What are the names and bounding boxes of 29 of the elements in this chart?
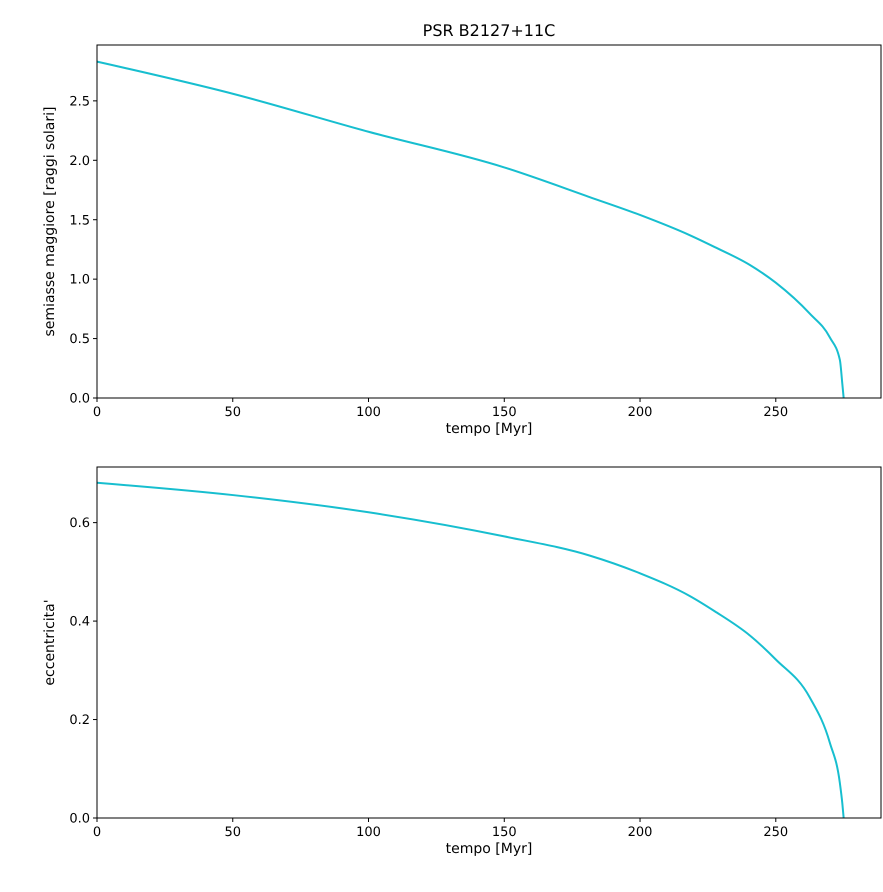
x-tick-label: 100: [356, 405, 381, 420]
x-tick-label: 250: [763, 825, 788, 840]
x-tick-label: 150: [492, 405, 517, 420]
y-tick-label: 2.5: [69, 94, 90, 110]
x-tick-label: 50: [224, 405, 242, 420]
y-axis-title: eccentricita': [42, 599, 58, 686]
x-axis-title: tempo [Myr]: [446, 841, 532, 857]
x-tick-label: 200: [628, 825, 652, 840]
line-series: [96, 482, 845, 819]
x-tick-label: 0: [92, 405, 102, 420]
y-tick-label: 0.6: [69, 516, 90, 532]
x-tick-label: 100: [356, 825, 381, 840]
x-tick-label: 200: [628, 405, 652, 420]
y-tick-label: 0.0: [69, 812, 90, 827]
y-tick-label: 2.0: [69, 154, 90, 169]
line-series: [96, 60, 845, 399]
y-tick-label: 0.0: [69, 392, 90, 407]
y-axis-title: semiasse maggiore [raggi solari]: [42, 106, 58, 336]
x-axis-title: tempo [Myr]: [446, 421, 532, 437]
y-tick-label: 0.4: [69, 614, 90, 630]
y-tick-label: 0.5: [69, 332, 90, 348]
y-tick-label: 1.0: [69, 272, 90, 288]
x-tick-label: 250: [763, 405, 788, 420]
x-tick-label: 50: [224, 825, 242, 840]
x-tick-label: 0: [92, 825, 102, 840]
x-tick-label: 150: [492, 825, 517, 840]
chart-title: PSR B2127+11C: [422, 21, 556, 40]
y-tick-label: 1.5: [69, 213, 90, 228]
y-tick-label: 0.2: [69, 713, 90, 728]
